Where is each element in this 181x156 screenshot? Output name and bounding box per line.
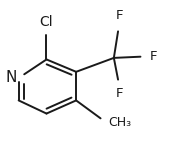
Text: CH₃: CH₃ xyxy=(108,116,132,129)
Text: F: F xyxy=(115,9,123,22)
Text: F: F xyxy=(115,87,123,100)
Text: N: N xyxy=(5,71,17,85)
Text: F: F xyxy=(150,50,157,63)
Text: Cl: Cl xyxy=(40,15,53,29)
